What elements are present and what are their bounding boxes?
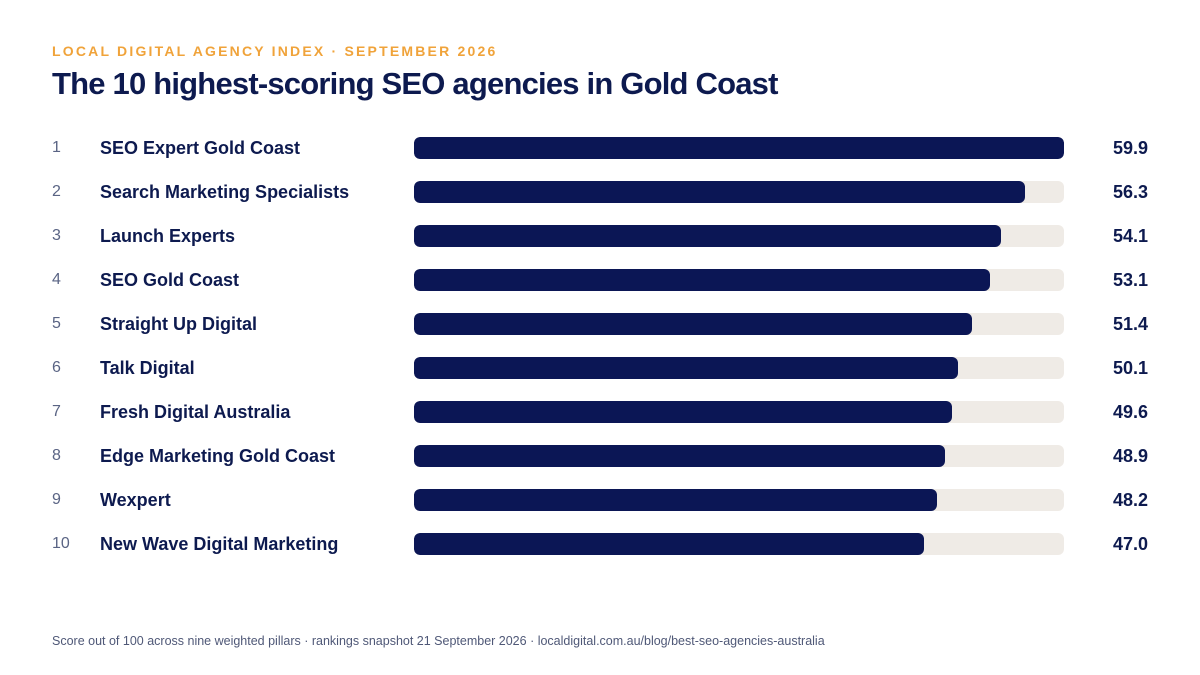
rank-label: 4 bbox=[52, 271, 61, 288]
chart-row: 2 Search Marketing Specialists 56.3 bbox=[0, 170, 1200, 214]
chart-row: 10 New Wave Digital Marketing 47.0 bbox=[0, 522, 1200, 566]
value-label: 48.9 bbox=[1112, 446, 1148, 466]
chart-row: 4 SEO Gold Coast 53.1 bbox=[0, 258, 1200, 302]
rank-label: 7 bbox=[52, 403, 61, 420]
rank-label: 6 bbox=[52, 359, 61, 376]
value-label: 48.2 bbox=[1112, 490, 1148, 510]
category-label: Wexpert bbox=[100, 490, 171, 510]
footer-note: Score out of 100 across nine weighted pi… bbox=[52, 634, 825, 648]
category-label: Search Marketing Specialists bbox=[100, 182, 350, 202]
category-label: New Wave Digital Marketing bbox=[100, 534, 339, 554]
bar bbox=[414, 269, 990, 291]
chart-row: 7 Fresh Digital Australia 49.6 bbox=[0, 390, 1200, 434]
rank-label: 8 bbox=[52, 447, 61, 464]
chart-row: 5 Straight Up Digital 51.4 bbox=[0, 302, 1200, 346]
bar bbox=[414, 401, 952, 423]
rank-label: 2 bbox=[52, 183, 61, 200]
bar-track bbox=[414, 401, 1064, 423]
bar bbox=[414, 357, 958, 379]
bar-track bbox=[414, 181, 1064, 203]
kicker: LOCAL DIGITAL AGENCY INDEX · SEPTEMBER 2… bbox=[52, 43, 498, 59]
category-label: Straight Up Digital bbox=[100, 314, 257, 334]
bar-track bbox=[414, 313, 1064, 335]
bar bbox=[414, 137, 1064, 159]
value-label: 47.0 bbox=[1112, 534, 1148, 554]
chart-row: 3 Launch Experts 54.1 bbox=[0, 214, 1200, 258]
bar-track bbox=[414, 357, 1064, 379]
category-label: Fresh Digital Australia bbox=[100, 402, 291, 422]
category-label: SEO Gold Coast bbox=[100, 270, 240, 290]
bar-track bbox=[414, 137, 1064, 159]
category-label: Edge Marketing Gold Coast bbox=[100, 446, 336, 466]
rank-label: 5 bbox=[52, 315, 61, 332]
value-label: 49.6 bbox=[1112, 402, 1148, 422]
chart-row: 8 Edge Marketing Gold Coast 48.9 bbox=[0, 434, 1200, 478]
rank-label: 1 bbox=[52, 139, 61, 156]
bar-track bbox=[414, 445, 1064, 467]
bar bbox=[414, 533, 924, 555]
bar bbox=[414, 225, 1001, 247]
category-label: Launch Experts bbox=[100, 226, 236, 246]
bar-chart: 1 SEO Expert Gold Coast 59.9 2 Search Market… bbox=[0, 126, 1200, 566]
bar bbox=[414, 445, 945, 467]
category-label: SEO Expert Gold Coast bbox=[100, 138, 301, 158]
category-label: Talk Digital bbox=[100, 358, 195, 378]
rank-label: 9 bbox=[52, 491, 61, 508]
value-label: 51.4 bbox=[1112, 314, 1148, 334]
chart-row: 9 Wexpert 48.2 bbox=[0, 478, 1200, 522]
page-title: The 10 highest-scoring SEO agencies in G… bbox=[52, 66, 778, 101]
value-label: 59.9 bbox=[1112, 138, 1148, 158]
chart-row: 1 SEO Expert Gold Coast 59.9 bbox=[0, 126, 1200, 170]
bar-track bbox=[414, 225, 1064, 247]
value-label: 56.3 bbox=[1112, 182, 1148, 202]
bar bbox=[414, 181, 1025, 203]
value-label: 54.1 bbox=[1112, 226, 1148, 246]
rank-label: 10 bbox=[52, 535, 70, 552]
rank-label: 3 bbox=[52, 227, 61, 244]
bar-track bbox=[414, 489, 1064, 511]
bar-track bbox=[414, 269, 1064, 291]
bar bbox=[414, 489, 937, 511]
bar-track bbox=[414, 533, 1064, 555]
chart-row: 6 Talk Digital 50.1 bbox=[0, 346, 1200, 390]
value-label: 53.1 bbox=[1112, 270, 1148, 290]
value-label: 50.1 bbox=[1112, 358, 1148, 378]
bar bbox=[414, 313, 972, 335]
